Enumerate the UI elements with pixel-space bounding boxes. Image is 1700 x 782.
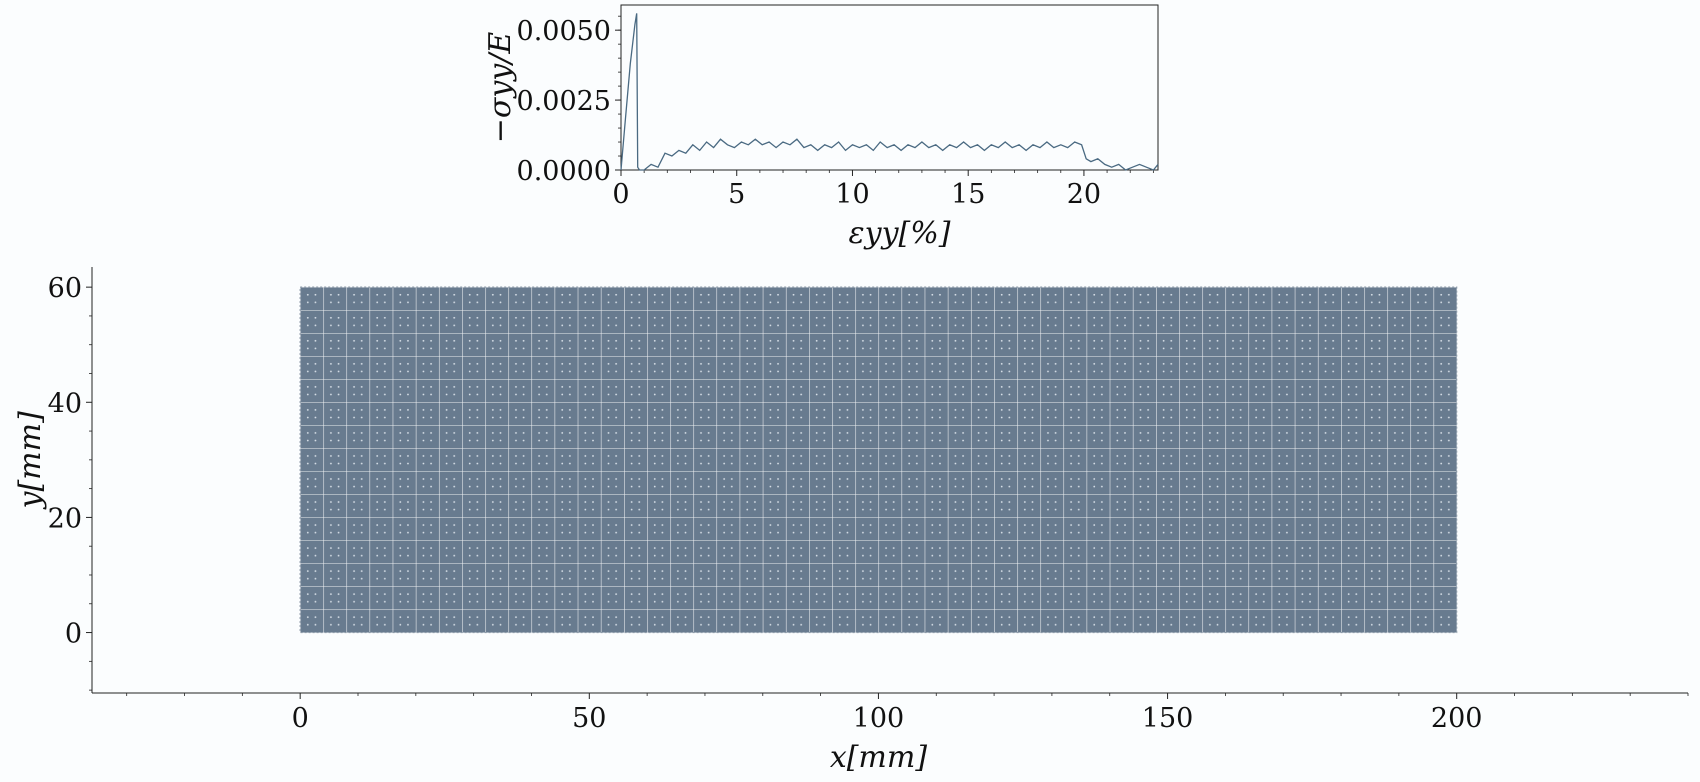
mesh-y-axis-label: y[mm] <box>13 411 48 511</box>
mesh-y-ticks: 0 20 40 60 <box>48 273 92 691</box>
mesh-x-tick-label: 50 <box>572 703 606 734</box>
stress-x-axis-label: εyy[%] <box>849 216 951 251</box>
mesh-y-tick-label: 40 <box>48 388 82 419</box>
stress-plot-frame <box>620 4 1159 171</box>
stress-y-tick-label: 0.0000 <box>517 156 611 187</box>
mesh-y-tick-label: 20 <box>48 503 82 534</box>
stress-y-ticks: 0.0000 0.0025 0.0050 <box>517 15 621 187</box>
stress-series-line <box>620 13 1159 171</box>
stress-x-tick-label: 0 <box>612 179 629 210</box>
mesh-x-tick-label: 150 <box>1142 703 1194 734</box>
mesh-x-tick-label: 100 <box>853 703 905 734</box>
mesh-border <box>299 286 1458 634</box>
mesh-y-tick-label: 60 <box>48 273 82 304</box>
stress-x-tick-label: 20 <box>1067 179 1101 210</box>
stress-x-tick-label: 5 <box>728 179 745 210</box>
mesh-chart: 0 50 100 150 200 0 20 40 60 x[mm] y[mm] <box>13 267 1689 775</box>
mesh-y-tick-label: 0 <box>65 619 82 650</box>
stress-y-tick-label: 0.0025 <box>517 86 611 117</box>
mesh-x-tick-label: 0 <box>292 703 309 734</box>
stress-x-ticks: 0 5 10 15 20 <box>612 170 1154 210</box>
mesh-grid <box>300 287 1457 633</box>
stress-strain-chart: 0 5 10 15 20 0.0000 0.0025 0.0050 εyy[%] −σyy/… <box>483 4 1159 251</box>
stress-y-axis-label: −σyy/E <box>483 32 518 144</box>
mesh-body <box>299 286 1458 634</box>
mesh-x-tick-label: 200 <box>1431 703 1483 734</box>
mesh-x-ticks: 0 50 100 150 200 <box>126 693 1689 734</box>
stress-y-tick-label: 0.0050 <box>517 16 611 47</box>
stress-x-tick-label: 10 <box>835 179 869 210</box>
stress-x-tick-label: 15 <box>951 179 985 210</box>
mesh-x-axis-label: x[mm] <box>830 740 928 775</box>
